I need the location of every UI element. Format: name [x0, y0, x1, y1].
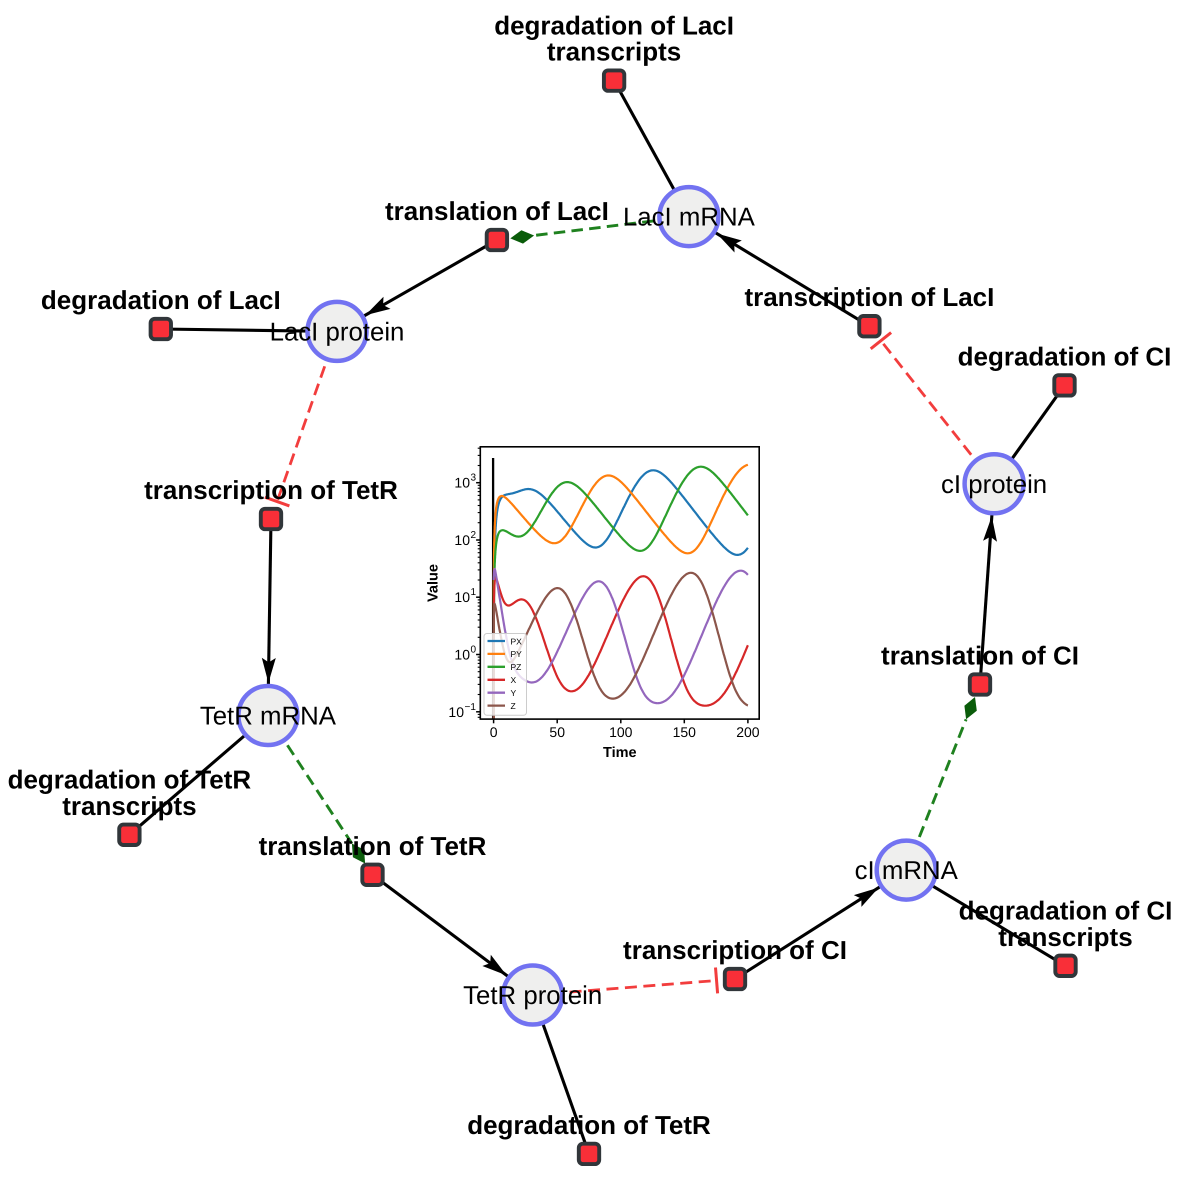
svg-text:translation of CI: translation of CI [881, 641, 1079, 671]
svg-text:2: 2 [471, 530, 477, 541]
svg-text:TetR mRNA: TetR mRNA [200, 703, 337, 731]
svg-text:transcription of TetR: transcription of TetR [144, 475, 398, 505]
svg-text:PY: PY [511, 649, 523, 659]
svg-text:10: 10 [454, 475, 470, 491]
svg-text:translation of LacI: translation of LacI [385, 196, 609, 226]
svg-text:10: 10 [454, 589, 470, 605]
svg-text:transcription of LacI: transcription of LacI [744, 282, 994, 312]
svg-text:degradation of LacI: degradation of LacI [494, 10, 734, 40]
svg-text:3: 3 [471, 473, 477, 484]
svg-text:X: X [511, 675, 517, 685]
svg-text:degradation of TetR: degradation of TetR [467, 1110, 711, 1140]
svg-text:transcripts: transcripts [998, 922, 1132, 952]
svg-text:PX: PX [511, 636, 523, 646]
svg-text:1: 1 [471, 587, 477, 598]
svg-text:cI protein: cI protein [941, 471, 1047, 499]
svg-text:transcripts: transcripts [62, 791, 196, 821]
svg-text:degradation of LacI: degradation of LacI [41, 285, 281, 315]
svg-text:Time: Time [603, 745, 637, 761]
svg-text:Value: Value [426, 564, 442, 602]
svg-text:translation of TetR: translation of TetR [259, 831, 487, 861]
svg-text:degradation of CI: degradation of CI [958, 341, 1172, 371]
svg-text:Z: Z [511, 701, 516, 711]
svg-text:−1: −1 [465, 702, 477, 713]
svg-text:10: 10 [454, 532, 470, 548]
svg-text:LacI mRNA: LacI mRNA [623, 204, 756, 232]
svg-text:150: 150 [673, 724, 697, 740]
svg-text:0: 0 [471, 645, 477, 656]
svg-text:10: 10 [454, 647, 470, 663]
svg-text:0: 0 [490, 724, 498, 740]
svg-text:degradation of CI: degradation of CI [959, 896, 1173, 926]
svg-text:LacI protein: LacI protein [270, 318, 405, 346]
svg-text:cI mRNA: cI mRNA [855, 857, 959, 885]
svg-text:10: 10 [448, 704, 464, 720]
svg-text:transcripts: transcripts [547, 37, 681, 67]
svg-text:TetR protein: TetR protein [463, 982, 602, 1010]
svg-text:100: 100 [609, 724, 633, 740]
svg-text:transcription of CI: transcription of CI [623, 935, 847, 965]
svg-text:Y: Y [511, 688, 517, 698]
svg-text:PZ: PZ [511, 662, 522, 672]
svg-text:200: 200 [736, 724, 760, 740]
svg-text:degradation of TetR: degradation of TetR [8, 765, 252, 795]
svg-text:50: 50 [549, 724, 565, 740]
